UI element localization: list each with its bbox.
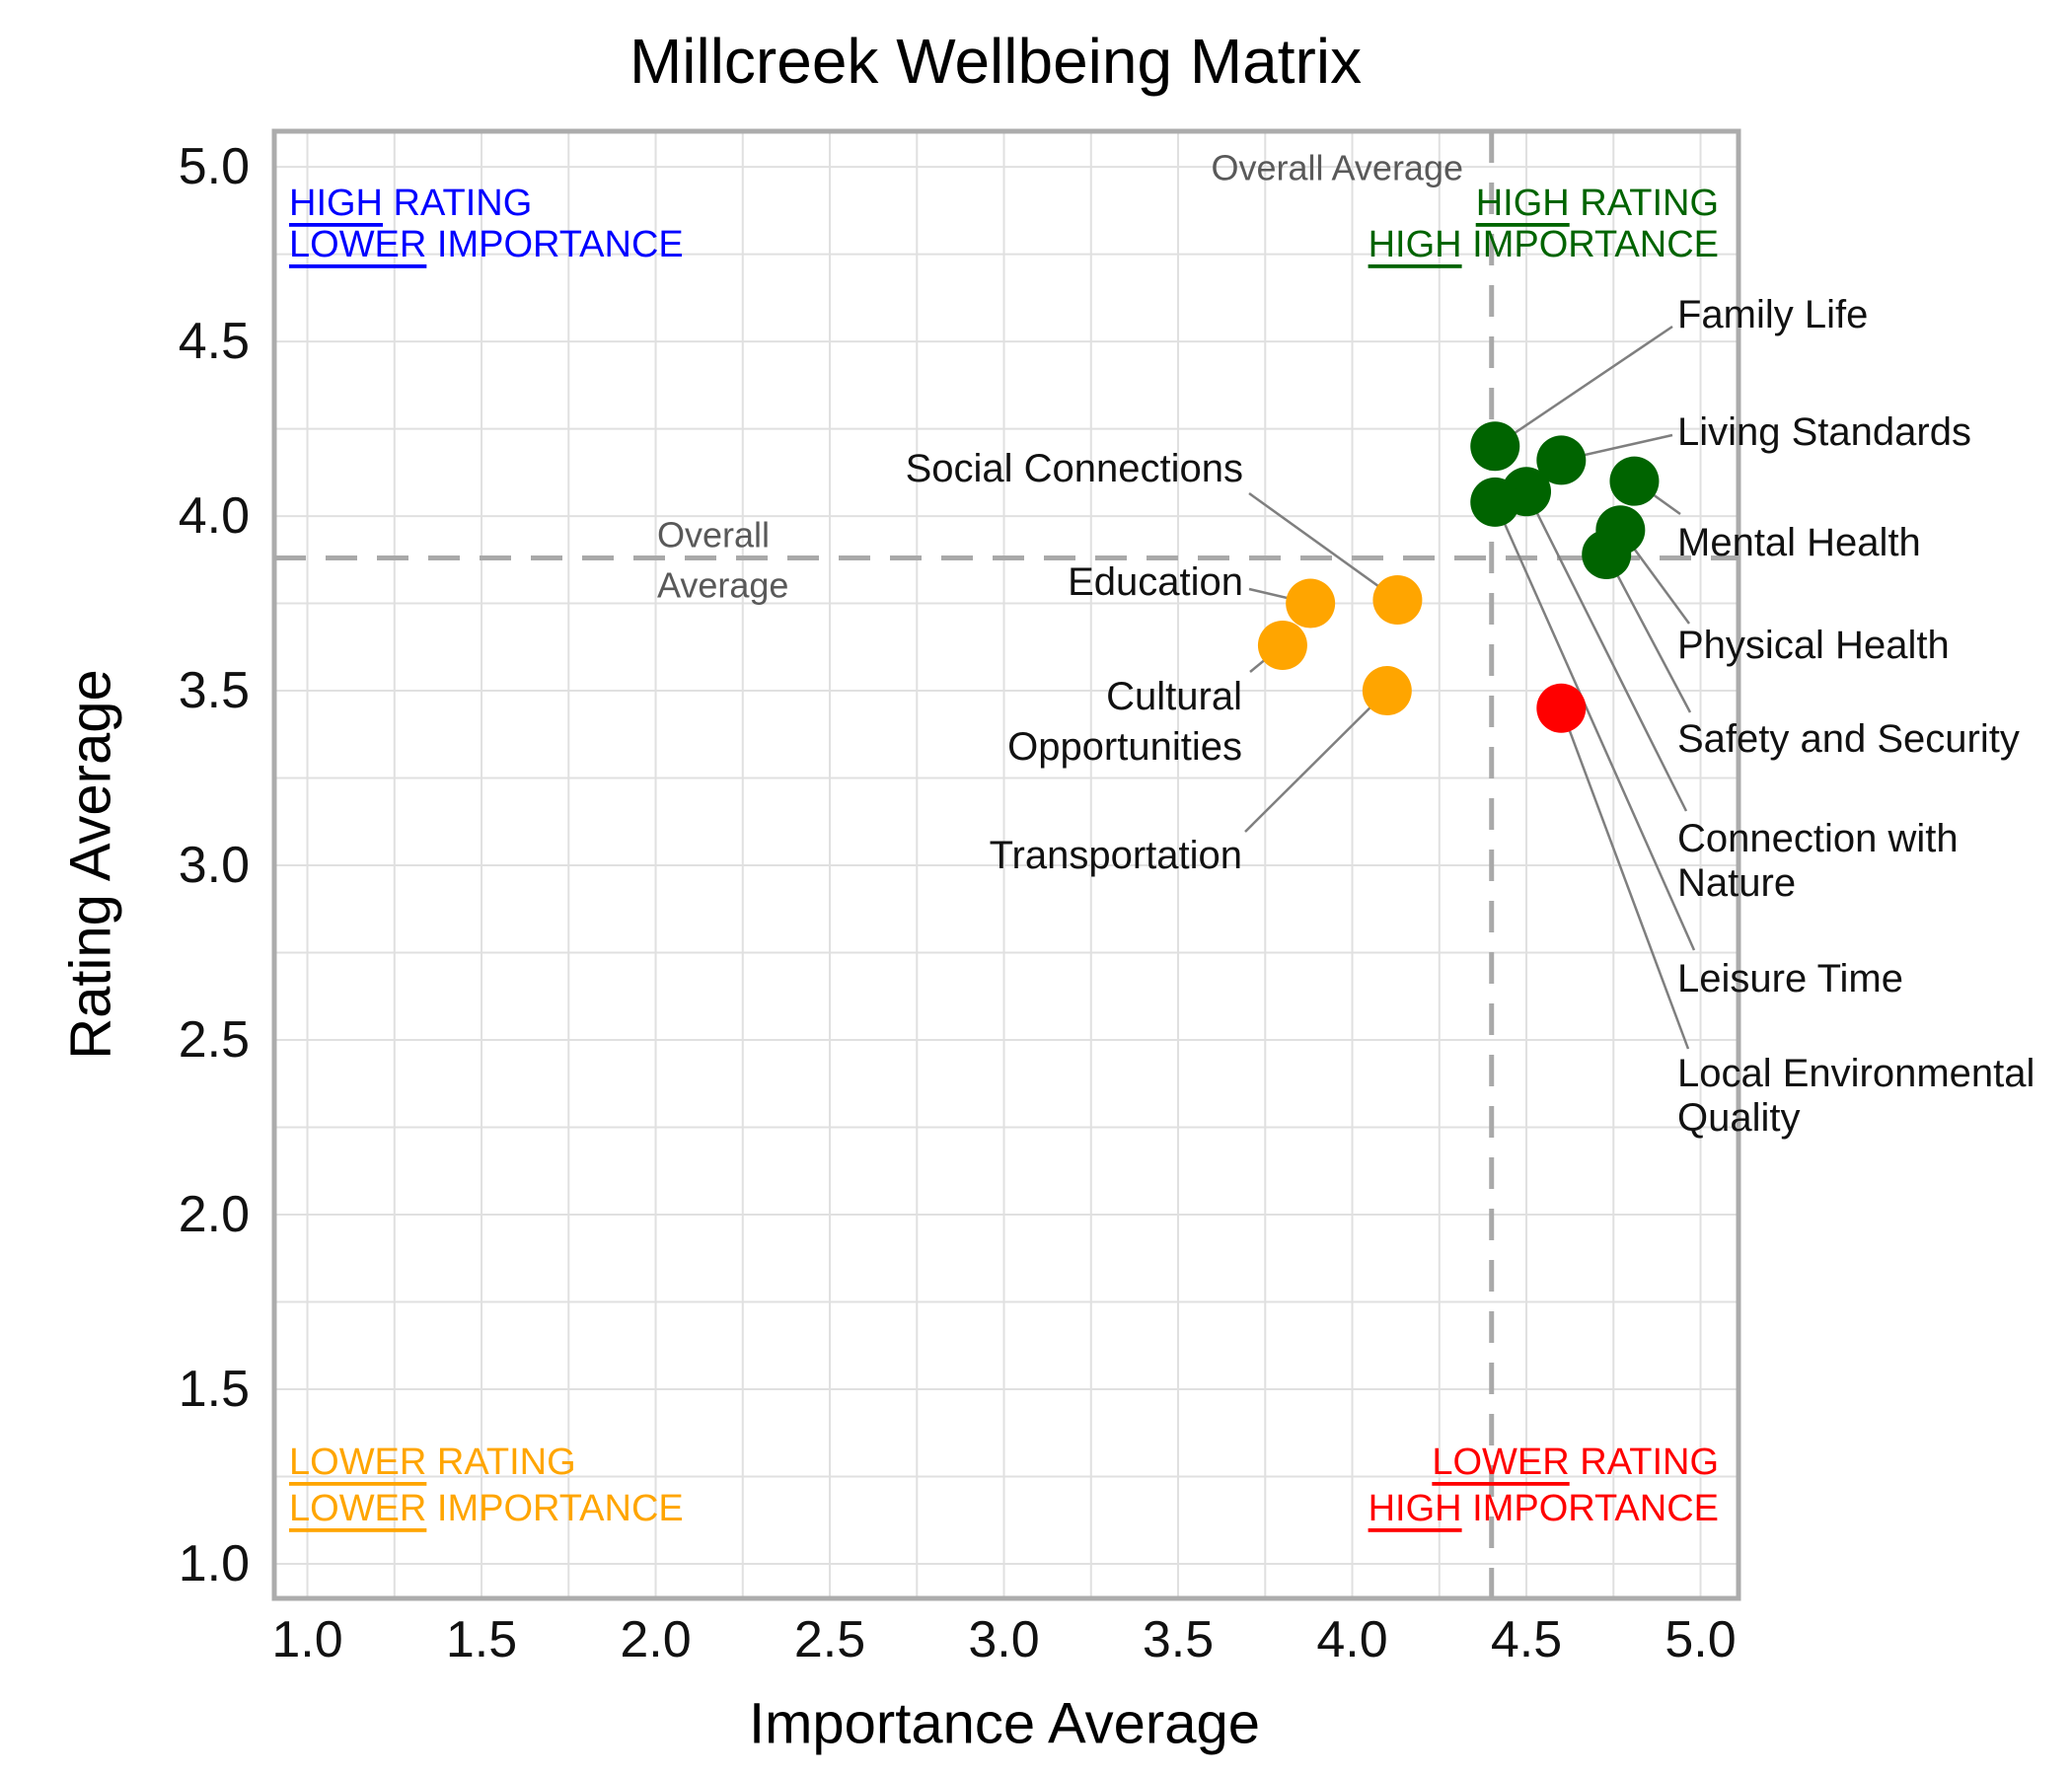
point-label-cultural-opportunities-line-1: Opportunities (1007, 725, 1242, 769)
data-point-mental-health (1609, 456, 1660, 506)
point-label-social-connections: Social Connections (906, 447, 1243, 490)
chart-title: Millcreek Wellbeing Matrix (629, 26, 1362, 97)
y-tick-3.0: 3.0 (179, 837, 250, 894)
point-label-connection-with-nature-line-0: Connection with (1677, 817, 1959, 860)
point-label-transportation: Transportation (990, 834, 1242, 877)
point-label-leisure-time: Leisure Time (1677, 957, 1903, 1000)
point-label-living-standards: Living Standards (1677, 410, 1971, 454)
y-tick-5.0: 5.0 (179, 138, 250, 195)
plot-border (271, 128, 1741, 1601)
x-tick-3.0: 3.0 (968, 1611, 1039, 1668)
overall-average-hline-label-0: Overall (657, 515, 770, 555)
overall-average-hline-label-1: Average (657, 565, 788, 606)
data-point-leisure-time (1470, 477, 1520, 527)
data-point-education (1286, 578, 1336, 629)
y-tick-2.0: 2.0 (179, 1186, 250, 1243)
x-tick-2.0: 2.0 (620, 1611, 691, 1668)
data-point-family-life (1470, 421, 1520, 472)
point-label-family-life: Family Life (1677, 293, 1868, 336)
y-tick-3.5: 3.5 (179, 662, 250, 719)
x-tick-1.0: 1.0 (271, 1611, 342, 1668)
x-axis-label: Importance Average (749, 1692, 1260, 1756)
quadrant-label-high-rating-high-importance-line-1: HIGH IMPORTANCE (1369, 224, 1719, 265)
quadrant-label-lower-rating-high-importance-line-1: HIGH IMPORTANCE (1369, 1488, 1719, 1529)
quadrant-label-high-rating-high-importance-line-0: HIGH RATING (1476, 183, 1719, 224)
quadrant-label-lower-rating-lower-importance-line-1: LOWER IMPORTANCE (289, 1488, 684, 1529)
x-tick-2.5: 2.5 (794, 1611, 865, 1668)
point-label-connection-with-nature-line-1: Nature (1677, 861, 1796, 905)
x-tick-4.5: 4.5 (1491, 1611, 1562, 1668)
leader-line-transportation (1244, 690, 1388, 833)
point-label-local-environmental-quality-line-1: Quality (1677, 1096, 1801, 1140)
quadrant-label-lower-rating-high-importance-line-0: LOWER RATING (1432, 1442, 1719, 1483)
x-tick-5.0: 5.0 (1665, 1611, 1736, 1668)
leader-line-safety-and-security (1605, 554, 1692, 713)
point-label-cultural-opportunities-line-0: Cultural (1106, 675, 1242, 718)
y-axis-label: Rating Average (59, 669, 123, 1060)
y-tick-2.5: 2.5 (179, 1011, 250, 1069)
leader-line-social-connections (1248, 491, 1399, 602)
point-label-education: Education (1068, 560, 1243, 604)
data-point-living-standards (1536, 435, 1587, 485)
y-tick-labels: 1.0 1.5 2.0 2.5 3.0 3.5 4.0 4.5 5.0 (179, 138, 250, 1592)
point-labels: Family Life Living Standards Mental Health… (906, 293, 2035, 1140)
data-point-local-environmental-quality (1536, 683, 1587, 733)
leader-line-local-environmental-quality (1560, 707, 1690, 1050)
x-tick-labels: 1.0 1.5 2.0 2.5 3.0 3.5 4.0 4.5 5.0 (271, 1611, 1736, 1668)
leader-line-leisure-time (1494, 501, 1696, 951)
x-tick-1.5: 1.5 (446, 1611, 517, 1668)
y-tick-1.0: 1.0 (179, 1535, 250, 1592)
leader-line-connection-with-nature (1524, 490, 1688, 812)
quadrant-label-high-rating-lower-importance-line-0: HIGH RATING (289, 183, 532, 224)
x-tick-4.0: 4.0 (1316, 1611, 1387, 1668)
data-point-transportation (1362, 666, 1412, 716)
y-tick-1.5: 1.5 (179, 1361, 250, 1418)
y-tick-4.5: 4.5 (179, 313, 250, 370)
gridlines (274, 131, 1739, 1598)
point-label-physical-health: Physical Health (1677, 624, 1950, 667)
y-tick-4.0: 4.0 (179, 487, 250, 545)
quadrant-label-lower-rating-high-importance: LOWER RATING HIGH IMPORTANCE (1369, 1442, 1719, 1529)
data-point-safety-and-security (1582, 530, 1632, 580)
quadrant-label-high-rating-lower-importance-line-1: LOWER IMPORTANCE (289, 224, 684, 265)
point-label-mental-health: Mental Health (1677, 521, 1921, 564)
point-label-safety-and-security: Safety and Security (1677, 717, 2020, 761)
quadrant-label-lower-rating-lower-importance-line-0: LOWER RATING (289, 1442, 576, 1483)
data-point-social-connections (1372, 575, 1423, 626)
data-points (1257, 421, 1660, 733)
point-label-local-environmental-quality-line-0: Local Environmental (1677, 1052, 2035, 1095)
leader-lines (1244, 325, 1696, 1050)
overall-average-vline-label: Overall Average (1212, 148, 1463, 188)
quadrant-label-lower-rating-lower-importance: LOWER RATING LOWER IMPORTANCE (289, 1442, 684, 1529)
leader-line-family-life (1494, 325, 1673, 448)
data-point-cultural-opportunities (1257, 621, 1307, 671)
x-tick-3.5: 3.5 (1143, 1611, 1214, 1668)
